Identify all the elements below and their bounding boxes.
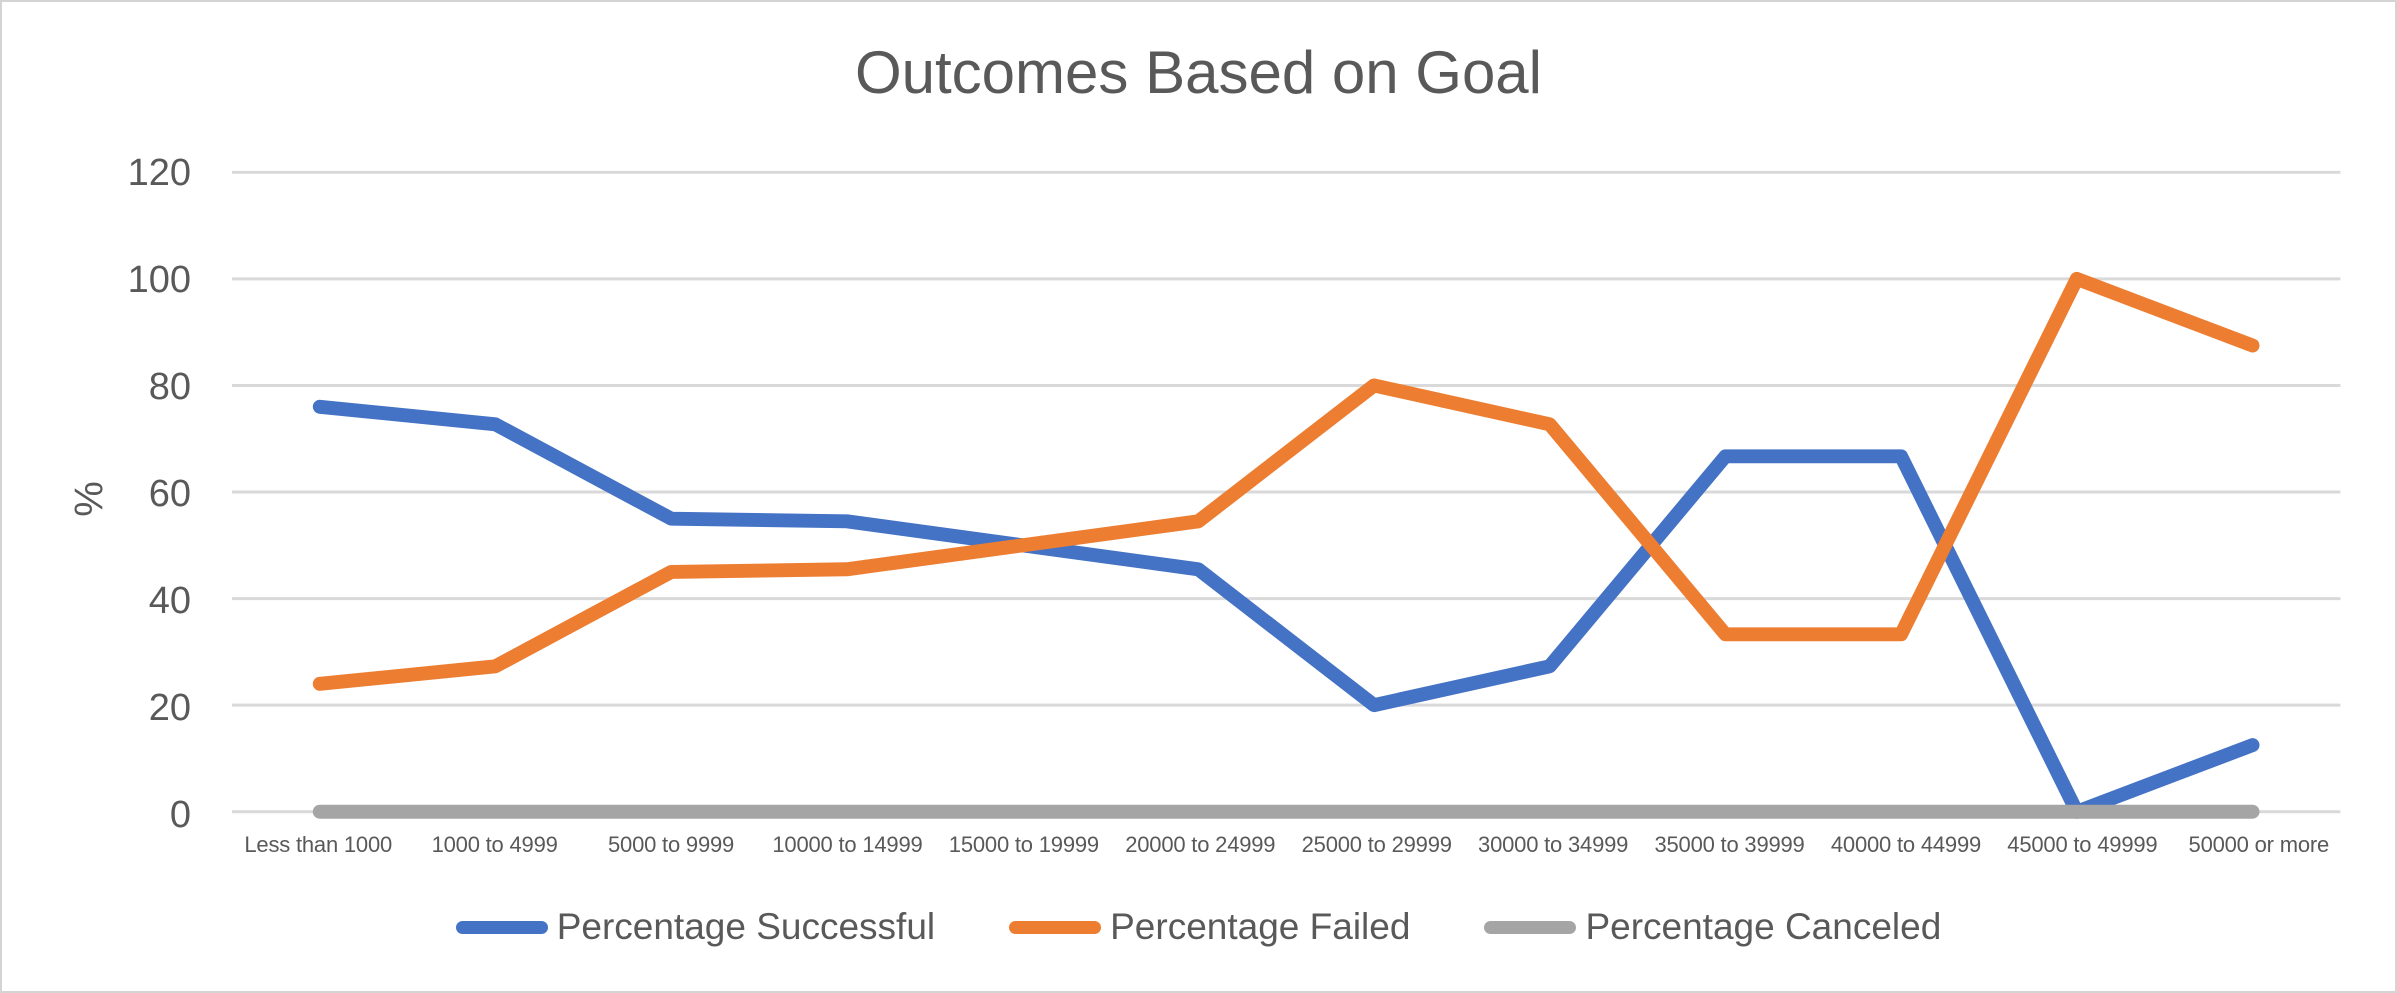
y-tick-label: 80 xyxy=(148,366,191,408)
y-tick-label: 40 xyxy=(148,580,191,622)
x-category-label: 45000 to 49999 xyxy=(2007,832,2158,857)
y-tick-label: 20 xyxy=(148,687,191,729)
x-category-label: 15000 to 19999 xyxy=(948,832,1099,857)
y-tick-label: 120 xyxy=(127,152,191,194)
chart-title: Outcomes Based on Goal xyxy=(854,39,1543,106)
legend-item-percentage-canceled: Percentage Canceled xyxy=(1484,906,1941,948)
legend-label: Percentage Successful xyxy=(556,906,936,947)
y-tick-label: 100 xyxy=(127,259,191,301)
legend-item-percentage-successful: Percentage Successful xyxy=(455,906,936,948)
x-category-label: 30000 to 34999 xyxy=(1478,832,1629,857)
legend-label: Percentage Failed xyxy=(1110,906,1411,947)
x-category-label: 40000 to 44999 xyxy=(1830,832,1982,857)
legend-item-percentage-failed: Percentage Failed xyxy=(1009,906,1410,948)
legend: Percentage Successful Percentage Failed Pe… xyxy=(2,898,2395,956)
x-category-label: 25000 to 29999 xyxy=(1301,832,1452,857)
legend-swatch-percentage-canceled xyxy=(1484,920,1577,934)
y-tick-label: 0 xyxy=(169,794,191,836)
series-line-percentage-failed xyxy=(312,271,2260,691)
x-category-label: 5000 to 9999 xyxy=(608,832,735,857)
legend-swatch-percentage-failed xyxy=(1009,920,1102,934)
y-tick-label: 60 xyxy=(148,473,191,515)
x-category-label: 35000 to 39999 xyxy=(1654,832,1805,857)
x-category-label: 50000 or more xyxy=(2188,832,2330,857)
x-category-label: 1000 to 4999 xyxy=(431,832,558,857)
x-category-label: 20000 to 24999 xyxy=(1125,832,1276,857)
legend-swatch-percentage-successful xyxy=(455,920,548,934)
legend-label: Percentage Canceled xyxy=(1585,906,1942,947)
x-category-label: Less than 1000 xyxy=(244,832,393,857)
y-axis-title: % xyxy=(67,481,112,517)
x-category-label: 10000 to 14999 xyxy=(772,832,923,857)
series-line-percentage-successful xyxy=(312,399,2260,819)
